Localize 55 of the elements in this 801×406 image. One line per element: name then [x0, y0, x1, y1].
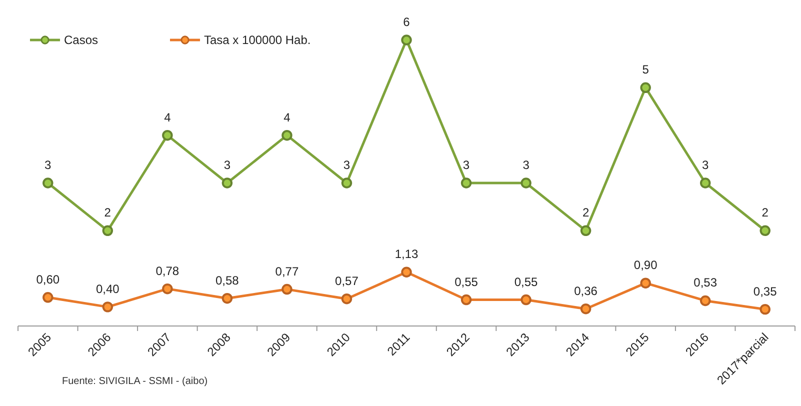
point	[520, 294, 532, 306]
data-label: 3	[522, 158, 530, 172]
point	[640, 278, 651, 288]
point	[460, 178, 472, 188]
data-label: 0,60	[36, 272, 60, 286]
point	[341, 293, 352, 304]
legend-label: Tasa x 100000 Hab.	[204, 33, 311, 47]
legend-label: Casos	[64, 33, 98, 47]
data-label: 2	[104, 206, 112, 220]
point	[401, 266, 412, 278]
data-label: 4	[284, 110, 291, 124]
point	[102, 302, 114, 312]
data-label: 0,57	[335, 274, 359, 288]
data-label: 0,35	[753, 284, 778, 298]
point	[42, 292, 54, 303]
source-note: Fuente: SIVIGILA - SSMI - (aibo)	[62, 376, 208, 387]
point	[401, 34, 412, 46]
point	[222, 178, 233, 188]
point	[700, 178, 711, 188]
point	[222, 292, 233, 304]
data-label: 0,58	[216, 273, 240, 288]
point	[162, 283, 173, 294]
data-label: 2	[762, 206, 769, 220]
data-label: 3	[702, 158, 709, 172]
data-label: 0,53	[694, 276, 718, 290]
point	[520, 178, 532, 188]
point	[162, 130, 173, 141]
point	[102, 225, 114, 236]
data-label: 6	[403, 15, 410, 29]
data-label: 2	[582, 206, 590, 220]
point	[282, 130, 292, 141]
data-label: 0,55	[454, 274, 478, 289]
data-label: 0,77	[275, 264, 299, 278]
point	[640, 82, 651, 94]
point	[760, 304, 770, 315]
point	[460, 294, 472, 306]
data-label: 3	[462, 158, 470, 172]
point	[42, 178, 54, 188]
data-label: 0,40	[96, 282, 120, 296]
point	[282, 284, 292, 295]
data-label: 1,13	[394, 247, 418, 262]
data-label: 0,78	[156, 264, 180, 278]
point	[760, 225, 770, 236]
point	[580, 225, 592, 236]
point	[580, 303, 592, 314]
point	[341, 178, 352, 188]
data-label: 3	[224, 158, 231, 172]
data-label: 0,55	[514, 274, 538, 289]
data-label: 5	[642, 62, 650, 77]
data-label: 3	[343, 158, 350, 172]
data-label: 0,36	[574, 284, 598, 298]
data-label: 0,90	[634, 258, 658, 272]
point	[700, 295, 711, 306]
data-label: 3	[44, 158, 52, 172]
data-label: 4	[164, 110, 172, 124]
